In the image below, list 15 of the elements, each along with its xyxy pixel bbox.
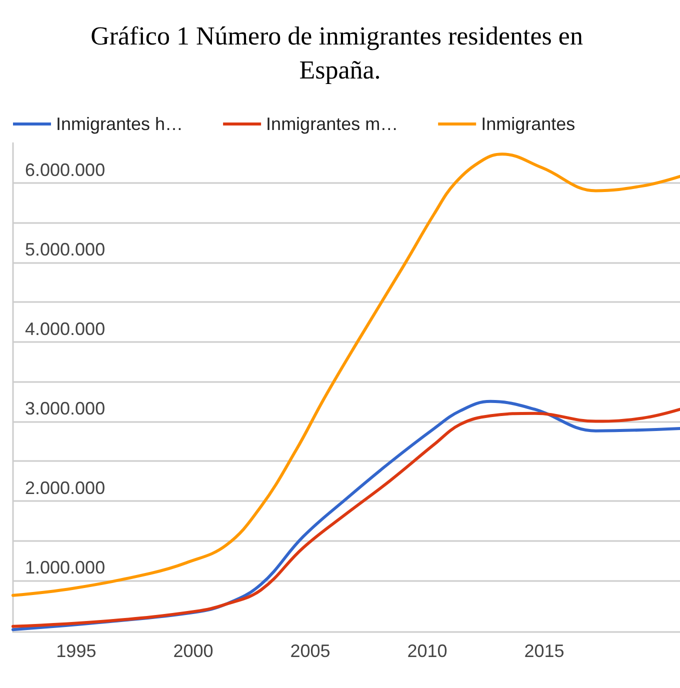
chart-title: Gráfico 1 Número de inmigrantes residentes en España. (90, 22, 590, 84)
x-tick-label: 2005 (290, 641, 330, 661)
y-tick-label: 2.000.000 (25, 478, 106, 498)
y-tick-label: 3.000.000 (25, 398, 106, 418)
legend-label: Inmigrantes (481, 114, 576, 134)
legend-label: Inmigrantes m… (266, 114, 398, 134)
x-tick-label: 2000 (173, 641, 214, 661)
x-tick-label: 1995 (56, 641, 96, 661)
y-tick-label: 1.000.000 (25, 557, 106, 578)
y-tick-label: 6.000.000 (25, 160, 106, 180)
x-tick-label: 2010 (407, 641, 448, 661)
x-tick-label: 2015 (524, 641, 564, 661)
y-tick-label: 5.000.000 (25, 239, 106, 260)
legend-label: Inmigrantes h… (56, 114, 184, 134)
y-tick-label: 4.000.000 (25, 318, 106, 339)
